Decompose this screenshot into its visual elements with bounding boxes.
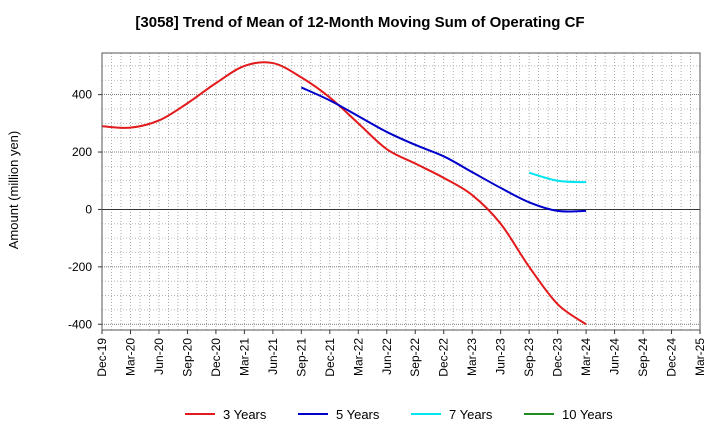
- legend-label: 3 Years: [223, 407, 267, 422]
- x-tick-label: Dec-22: [437, 338, 451, 377]
- x-axis-ticks: Dec-19 Mar-20 Jun-20 Sep-20 Dec-20 Mar-21 Jun-…: [95, 330, 707, 377]
- x-tick-label: Sep-22: [408, 338, 422, 377]
- y-tick-label: -200: [68, 260, 92, 274]
- legend-label: 5 Years: [336, 407, 380, 422]
- x-tick-label: Dec-19: [95, 338, 109, 377]
- x-tick-label: Mar-25: [693, 338, 707, 376]
- y-axis-label: Amount (million yen): [6, 131, 21, 250]
- series-lines: [101, 61, 587, 326]
- grid: [102, 53, 700, 330]
- x-tick-label: Dec-23: [551, 338, 565, 377]
- series-line-3-years: [101, 61, 587, 326]
- y-tick-label: -400: [68, 317, 92, 331]
- x-tick-label: Jun-22: [380, 338, 394, 375]
- series-line-7-years: [528, 171, 587, 184]
- legend-label: 7 Years: [449, 407, 493, 422]
- x-tick-label: Jun-20: [152, 338, 166, 375]
- y-tick-label: 400: [72, 88, 92, 102]
- x-tick-label: Dec-24: [665, 338, 679, 377]
- x-tick-label: Mar-21: [237, 338, 251, 376]
- x-tick-label: Sep-24: [636, 338, 650, 377]
- x-tick-label: Sep-20: [180, 338, 194, 377]
- chart-title: [3058] Trend of Mean of 12-Month Moving …: [135, 14, 584, 31]
- x-tick-label: Mar-22: [351, 338, 365, 376]
- y-axis-ticks: 400 200 0 -200 -400: [68, 88, 102, 331]
- x-tick-label: Jun-24: [608, 338, 622, 375]
- y-tick-label: 200: [72, 145, 92, 159]
- series-line-5-years: [300, 86, 587, 213]
- legend: 3 Years 5 Years 7 Years 10 Years: [185, 407, 613, 422]
- x-tick-label: Mar-24: [579, 338, 593, 376]
- x-tick-label: Sep-21: [294, 338, 308, 377]
- x-tick-label: Dec-21: [323, 338, 337, 377]
- plot-frame: [101, 52, 701, 331]
- y-tick-label: 0: [85, 202, 92, 216]
- x-tick-label: Mar-20: [123, 338, 137, 376]
- x-tick-label: Dec-20: [209, 338, 223, 377]
- legend-label: 10 Years: [562, 407, 613, 422]
- x-tick-label: Jun-23: [494, 338, 508, 375]
- x-tick-label: Sep-23: [522, 338, 536, 377]
- x-tick-label: Mar-23: [465, 338, 479, 376]
- x-tick-label: Jun-21: [266, 338, 280, 375]
